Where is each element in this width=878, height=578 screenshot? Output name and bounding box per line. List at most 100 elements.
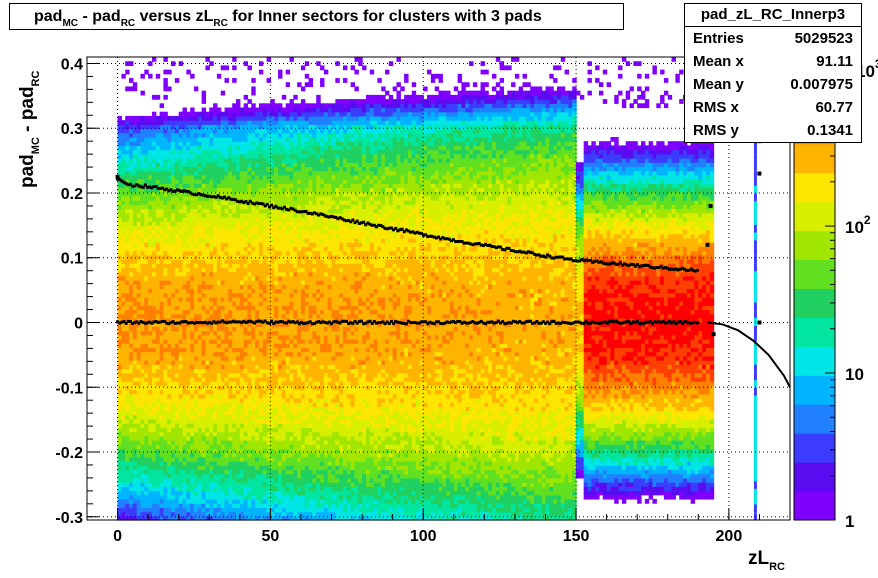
heatmap-cell	[178, 237, 184, 243]
heatmap-cell	[190, 389, 195, 395]
heatmap-cell	[232, 267, 237, 273]
heatmap-cell	[270, 444, 275, 450]
heatmap-cell	[304, 242, 310, 248]
heatmap-cell	[289, 431, 294, 437]
heatmap-cell	[155, 280, 161, 285]
heatmap-cell	[289, 267, 294, 273]
heatmap-cell	[220, 183, 226, 189]
heatmap-cell	[281, 187, 287, 193]
heatmap-cell	[213, 423, 218, 428]
heatmap-cell	[197, 402, 203, 407]
heatmap-cell	[174, 158, 180, 163]
heatmap-cell	[209, 170, 214, 176]
heatmap-cell	[216, 477, 222, 483]
heatmap-cell	[121, 233, 126, 239]
heatmap-cell	[213, 263, 218, 269]
heatmap-cell	[140, 507, 145, 513]
heatmap-cell	[155, 465, 161, 471]
heatmap-cell	[201, 212, 207, 218]
heatmap-cell	[304, 187, 310, 193]
heatmap-cell	[289, 444, 294, 450]
heatmap-cell	[297, 435, 302, 441]
heatmap-cell	[262, 111, 268, 117]
heatmap-cell	[201, 313, 207, 319]
heatmap-cell	[193, 309, 199, 315]
heatmap-cell	[167, 179, 172, 184]
heatmap-cell	[228, 141, 233, 146]
heatmap-cell	[285, 107, 291, 113]
heatmap-cell	[186, 179, 191, 184]
heatmap-cell	[239, 498, 245, 504]
heatmap-cell	[182, 507, 187, 513]
heatmap-cell	[163, 372, 168, 378]
heatmap-cell	[190, 461, 195, 466]
heatmap-cell	[236, 284, 241, 290]
heatmap-cell	[270, 431, 275, 437]
heatmap-cell	[285, 120, 291, 125]
heatmap-cell	[159, 132, 165, 138]
heatmap-cell	[262, 166, 268, 172]
heatmap-cell	[216, 280, 222, 285]
heatmap-cell	[232, 376, 237, 382]
heatmap-cell	[213, 364, 218, 370]
heatmap-cell	[255, 431, 260, 437]
heatmap-cell	[247, 364, 252, 370]
heatmap-cell	[293, 191, 298, 197]
heatmap-cell	[289, 271, 294, 277]
heatmap-cell	[148, 406, 153, 412]
heatmap-cell	[220, 271, 226, 277]
heatmap-cell	[228, 372, 233, 378]
heatmap-cell	[148, 237, 153, 243]
heatmap-cell	[209, 145, 214, 151]
heatmap-cell	[251, 309, 256, 315]
heatmap-cell	[274, 360, 279, 365]
heatmap-cell	[213, 440, 218, 445]
heatmap-cell	[297, 423, 302, 428]
heatmap-cell	[178, 216, 184, 222]
heatmap-cell	[251, 250, 256, 256]
heatmap-cell	[216, 250, 222, 256]
heatmap-cell	[293, 402, 298, 407]
heatmap-cell	[167, 158, 172, 163]
heatmap-cell	[163, 204, 168, 210]
heatmap-cell	[251, 216, 256, 222]
heatmap-cell	[125, 145, 130, 151]
heatmap-cell	[159, 313, 165, 319]
heatmap-cell	[174, 263, 180, 269]
heatmap-cell	[216, 263, 222, 269]
heatmap-cell	[213, 397, 218, 403]
heatmap-cell	[243, 259, 249, 264]
heatmap-cell	[178, 326, 184, 332]
heatmap-cell	[293, 179, 298, 184]
heatmap-cell	[258, 141, 264, 146]
heatmap-cell	[293, 225, 298, 231]
heatmap-cell	[236, 174, 241, 180]
heatmap-cell	[297, 456, 302, 462]
heatmap-cell	[300, 477, 306, 483]
heatmap-cell	[167, 469, 172, 475]
heatmap-cell	[258, 440, 264, 445]
heatmap-cell	[213, 507, 218, 513]
heatmap-cell	[278, 477, 283, 483]
heatmap-cell	[293, 204, 298, 210]
heatmap-cell	[281, 473, 287, 479]
heatmap-cell	[136, 208, 142, 214]
heatmap-cell	[255, 418, 260, 424]
heatmap-cell	[213, 431, 218, 437]
heatmap-cell	[193, 111, 199, 117]
heatmap-cell	[281, 166, 287, 172]
heatmap-cell	[140, 263, 145, 269]
heatmap-cell	[190, 490, 195, 496]
heatmap-cell	[216, 444, 222, 450]
heatmap-cell	[293, 187, 298, 193]
heatmap-cell	[125, 263, 130, 269]
heatmap-cell	[182, 115, 187, 121]
heatmap-cell	[178, 389, 184, 395]
heatmap-cell	[140, 225, 145, 231]
heatmap-cell	[129, 284, 134, 290]
heatmap-cell	[151, 267, 157, 273]
heatmap-cell	[270, 313, 275, 319]
heatmap-cell	[129, 246, 134, 252]
heatmap-cell	[163, 343, 168, 349]
heatmap-cell	[132, 216, 138, 222]
